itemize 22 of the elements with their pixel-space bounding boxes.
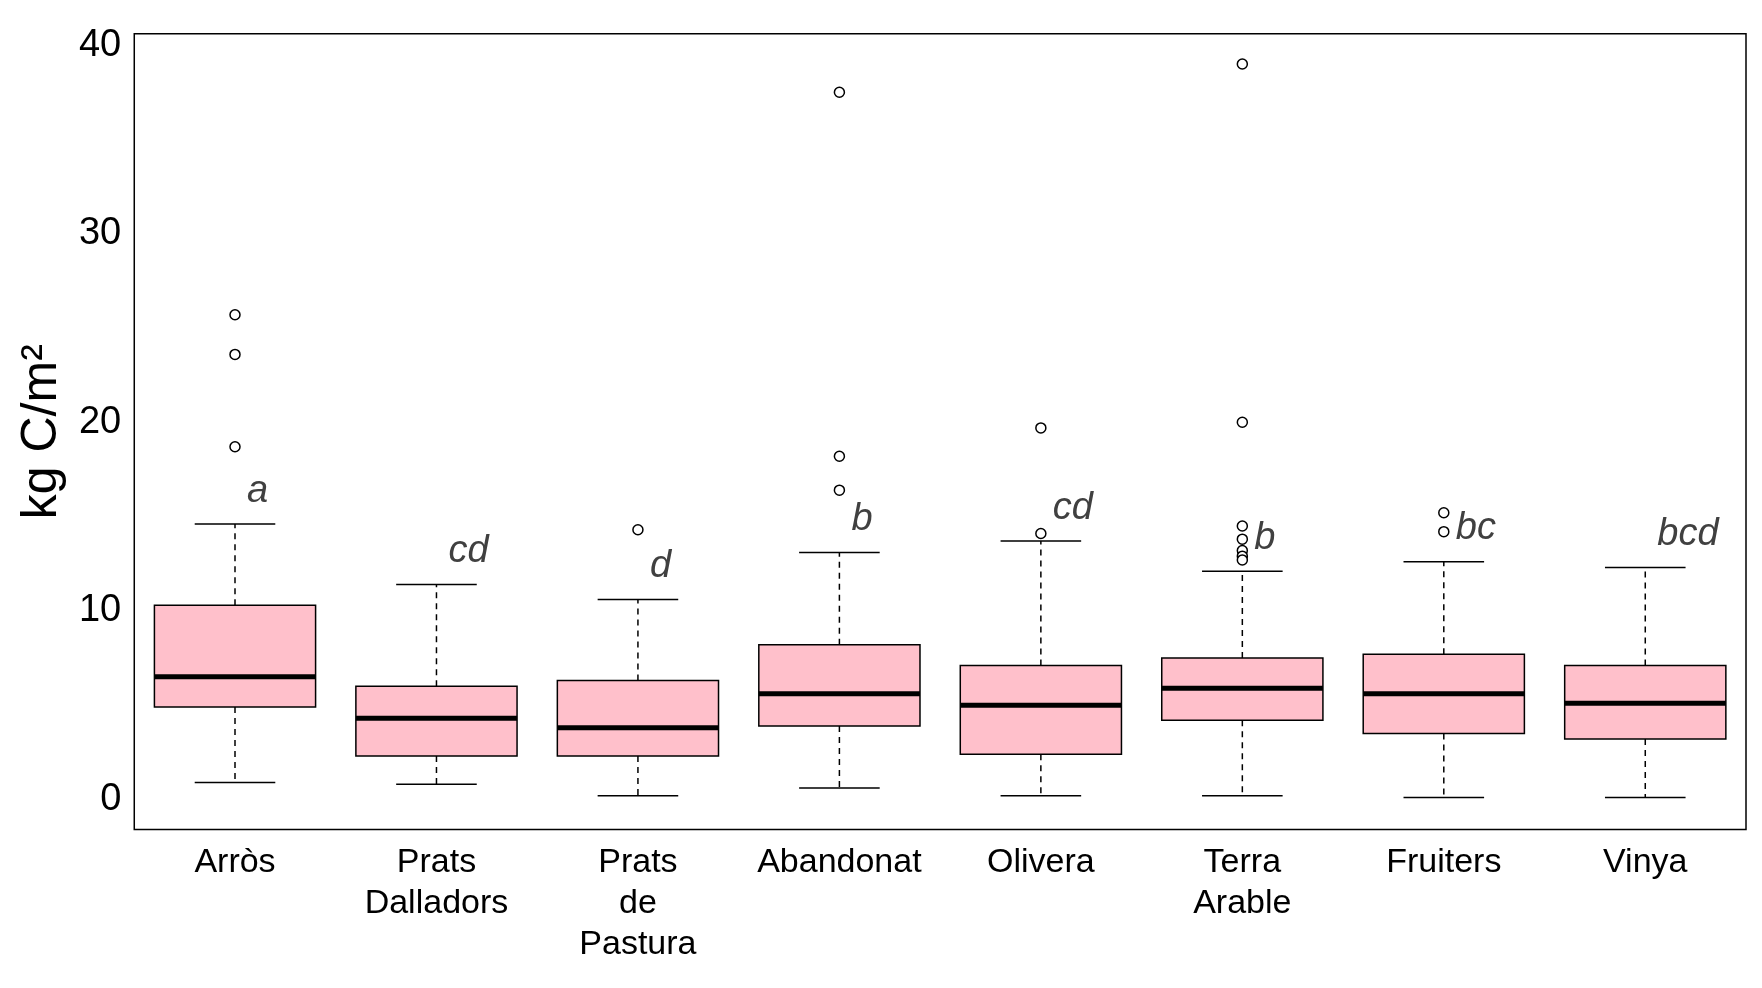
y-tick-label: 30 bbox=[78, 210, 122, 253]
annotation: cd bbox=[1052, 484, 1095, 527]
annotation: bc bbox=[1455, 505, 1496, 548]
x-tick-label: Prats de Pastura bbox=[579, 841, 697, 961]
x-tick-label: Vinya bbox=[1603, 841, 1688, 880]
annotation: b bbox=[851, 495, 873, 538]
annotation: bcd bbox=[1657, 511, 1721, 554]
x-tick-label: Abandonat bbox=[757, 841, 923, 880]
x-tick-label: Arròs bbox=[194, 841, 276, 880]
y-tick-label: 40 bbox=[78, 21, 122, 64]
y-tick-label: 20 bbox=[78, 398, 122, 441]
x-tick-label: Fruiters bbox=[1386, 841, 1502, 880]
y-tick-label: 0 bbox=[100, 775, 122, 818]
annotation: a bbox=[247, 467, 269, 510]
x-tick-label: Prats Dalladors bbox=[364, 841, 509, 921]
y-tick-label: 10 bbox=[78, 587, 122, 630]
x-tick-label: Terra Arable bbox=[1193, 841, 1292, 921]
y-axis-title: kg C/m² bbox=[10, 344, 67, 520]
annotation: d bbox=[649, 543, 673, 586]
annotation: b bbox=[1254, 514, 1276, 557]
annotation: cd bbox=[448, 528, 491, 571]
x-tick-label: Olivera bbox=[987, 841, 1095, 880]
